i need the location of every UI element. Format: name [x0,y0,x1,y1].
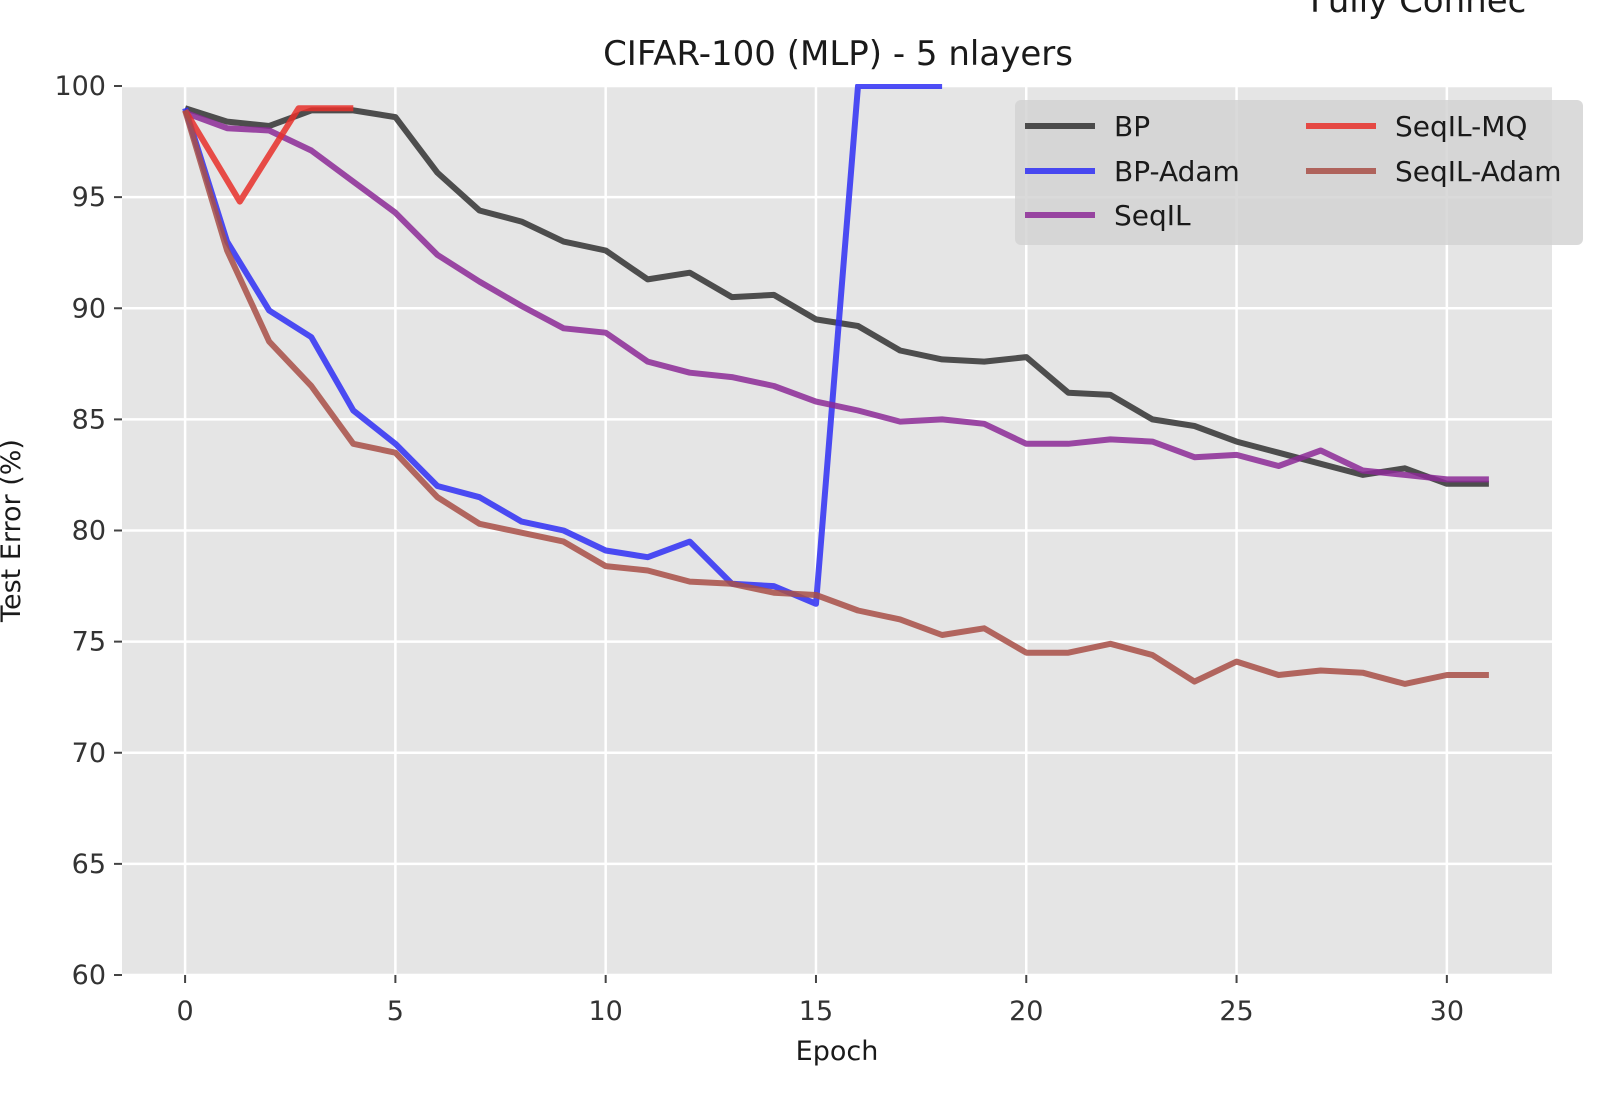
series-lines [182,84,1489,687]
legend-label-bp-adam: BP-Adam [1114,155,1240,188]
y-tick-label: 75 [72,627,106,658]
x-tick-label: 20 [1009,996,1043,1027]
y-tick-label: 95 [72,182,106,213]
x-axis-label: Epoch [796,1036,879,1067]
y-tick-label: 70 [72,738,106,769]
axis-ticks: 0 5 10 15 20 25 30 60 65 70 75 80 85 90 95 100 [54,71,1464,1027]
y-axis-label: Test Error (%) [0,439,27,623]
x-tick-label: 10 [588,996,622,1027]
cropped-figure-title: Fully Connec [1310,0,1526,21]
y-tick-label: 65 [72,849,106,880]
legend-label-seqil: SeqIL [1114,199,1191,232]
legend-label-seqil-adam: SeqIL-Adam [1395,155,1562,188]
chart-title: CIFAR-100 (MLP) - 5 nlayers [603,34,1073,74]
series-line-seqil [184,109,1489,483]
legend-label-seqil-mq: SeqIL-MQ [1395,110,1527,143]
x-tick-label: 25 [1219,996,1253,1027]
series-line-bp-adam [182,84,943,607]
legend-box [1015,100,1583,245]
x-tick-label: 30 [1430,996,1464,1027]
series-line-seqil-mq [182,105,354,205]
y-tick-label: 100 [54,71,106,102]
y-tick-label: 80 [72,516,106,547]
y-tick-label: 85 [72,404,106,435]
legend: BP BP-Adam SeqIL SeqIL-MQ SeqIL-Adam [1015,100,1583,245]
y-tick-label: 60 [72,960,106,991]
series-line-seqil-adam [182,109,1489,687]
x-tick-label: 0 [176,996,193,1027]
legend-label-bp: BP [1114,110,1150,143]
x-tick-label: 15 [799,996,833,1027]
x-tick-label: 5 [387,996,404,1027]
y-tick-label: 90 [72,293,106,324]
